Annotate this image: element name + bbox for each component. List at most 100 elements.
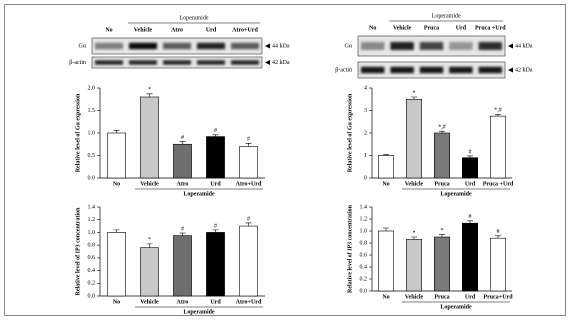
bar xyxy=(107,232,126,297)
error-bar xyxy=(245,222,252,227)
annotation: * xyxy=(441,228,444,234)
y-tick-label: 1.0 xyxy=(88,130,96,136)
bar xyxy=(377,230,394,292)
annotation: # xyxy=(247,216,250,222)
lane-label: Pruca +Urd xyxy=(475,25,506,31)
y-tick-label: 1.2 xyxy=(88,217,96,223)
y-tick-label: 1.0 xyxy=(88,230,96,236)
x-tick-label: Urd xyxy=(210,181,221,187)
blot-band xyxy=(129,60,157,65)
error-bar xyxy=(411,236,417,240)
error-bar xyxy=(411,96,417,100)
blot-band xyxy=(390,42,414,50)
error-bar xyxy=(495,235,501,239)
annotation: # xyxy=(181,226,184,232)
x-tick-label: Pruca xyxy=(434,181,449,187)
y-tick-label: 1.4 xyxy=(88,204,96,210)
x-tick-label: Pruca+Urd xyxy=(483,294,513,300)
y-tick-label: 0.8 xyxy=(360,240,368,246)
size-label: 44 kDa xyxy=(515,43,533,49)
error-bar xyxy=(146,93,153,97)
y-tick-label: 0.0 xyxy=(88,293,96,299)
lane-label: Urd xyxy=(456,25,467,31)
error-bar xyxy=(212,229,219,233)
x-tick-label: Urd xyxy=(465,181,476,187)
annotation: *,# xyxy=(494,108,502,114)
y-tick-label: 1.2 xyxy=(360,216,368,222)
x-tick-label: Pruca xyxy=(434,294,449,300)
x-tick-label: Atro xyxy=(177,181,189,187)
blot-band xyxy=(478,42,502,50)
bar xyxy=(206,232,225,297)
bar xyxy=(173,235,192,297)
y-tick-label: 4 xyxy=(364,85,367,91)
bar xyxy=(140,96,159,179)
y-tick-label: 1.4 xyxy=(360,204,368,210)
x-tick-label: Atro+Urd xyxy=(236,299,262,305)
size-label: 44 kDa xyxy=(272,43,290,49)
y-tick-label: 1.5 xyxy=(88,108,96,114)
y-axis-label: Relative level of Gα expression xyxy=(347,93,353,172)
blot-band xyxy=(197,42,225,50)
y-tick-label: 0.2 xyxy=(88,281,96,287)
blot-band xyxy=(95,42,123,50)
annotation: # xyxy=(469,149,472,155)
y-tick-label: 3 xyxy=(364,108,367,114)
row-label: Gα xyxy=(345,43,353,49)
error-bar xyxy=(495,114,501,117)
bar xyxy=(239,146,258,179)
annotation: * xyxy=(148,87,151,93)
y-tick-label: 0.5 xyxy=(88,153,96,159)
blot-band xyxy=(449,66,473,74)
y-tick-label: 0 xyxy=(364,175,367,181)
y-axis-label: Relative level of IP3 concentration xyxy=(75,207,81,296)
y-axis-label: Relative level of Gα expression xyxy=(75,93,81,172)
blot-band xyxy=(449,42,473,50)
y-axis-label: Relative level of IP3 concentration xyxy=(347,204,353,293)
bar xyxy=(489,115,506,179)
bar xyxy=(239,225,258,297)
row-label: β-actin xyxy=(69,60,86,66)
group-label: Loperamide xyxy=(440,304,472,310)
blot-band xyxy=(231,42,259,50)
x-tick-label: No xyxy=(113,181,120,187)
blot-band xyxy=(231,60,259,65)
annotation: # xyxy=(181,135,184,141)
annotation: * xyxy=(413,230,416,236)
lane-label: Urd xyxy=(206,27,217,33)
group-label: Loperamide xyxy=(180,15,209,21)
lane-label: Atro+Urd xyxy=(232,27,258,33)
x-tick-label: No xyxy=(113,299,120,305)
x-tick-label: No xyxy=(382,294,389,300)
group-label: Loperamide xyxy=(432,13,461,19)
annotation: * xyxy=(148,237,151,243)
y-tick-label: 1.0 xyxy=(360,228,368,234)
bar xyxy=(173,143,192,179)
annotation: # xyxy=(214,223,217,229)
arrow xyxy=(508,67,513,73)
annotation: *,# xyxy=(438,125,446,131)
y-tick-label: 2 xyxy=(364,130,367,136)
x-tick-label: Vehicle xyxy=(405,181,424,187)
error-bar xyxy=(113,229,120,233)
bar xyxy=(433,236,450,292)
blot-band xyxy=(129,42,157,50)
y-tick-label: 0.0 xyxy=(88,175,96,181)
error-bar xyxy=(245,143,252,147)
blot-band xyxy=(95,60,123,65)
lane-label: No xyxy=(105,27,112,33)
row-label: Gα xyxy=(79,43,87,49)
y-tick-label: 2.0 xyxy=(88,85,96,91)
y-tick-label: 1 xyxy=(364,153,367,159)
annotation: # xyxy=(497,229,500,235)
error-bar xyxy=(113,130,120,133)
error-bar xyxy=(146,243,153,248)
y-tick-label: 0.8 xyxy=(88,243,96,249)
blot-band xyxy=(361,42,385,50)
arrow xyxy=(265,60,270,65)
bar xyxy=(461,157,478,179)
x-tick-label: Atro xyxy=(177,299,189,305)
size-label: 42 kDa xyxy=(272,60,290,66)
group-label: Loperamide xyxy=(440,191,472,197)
